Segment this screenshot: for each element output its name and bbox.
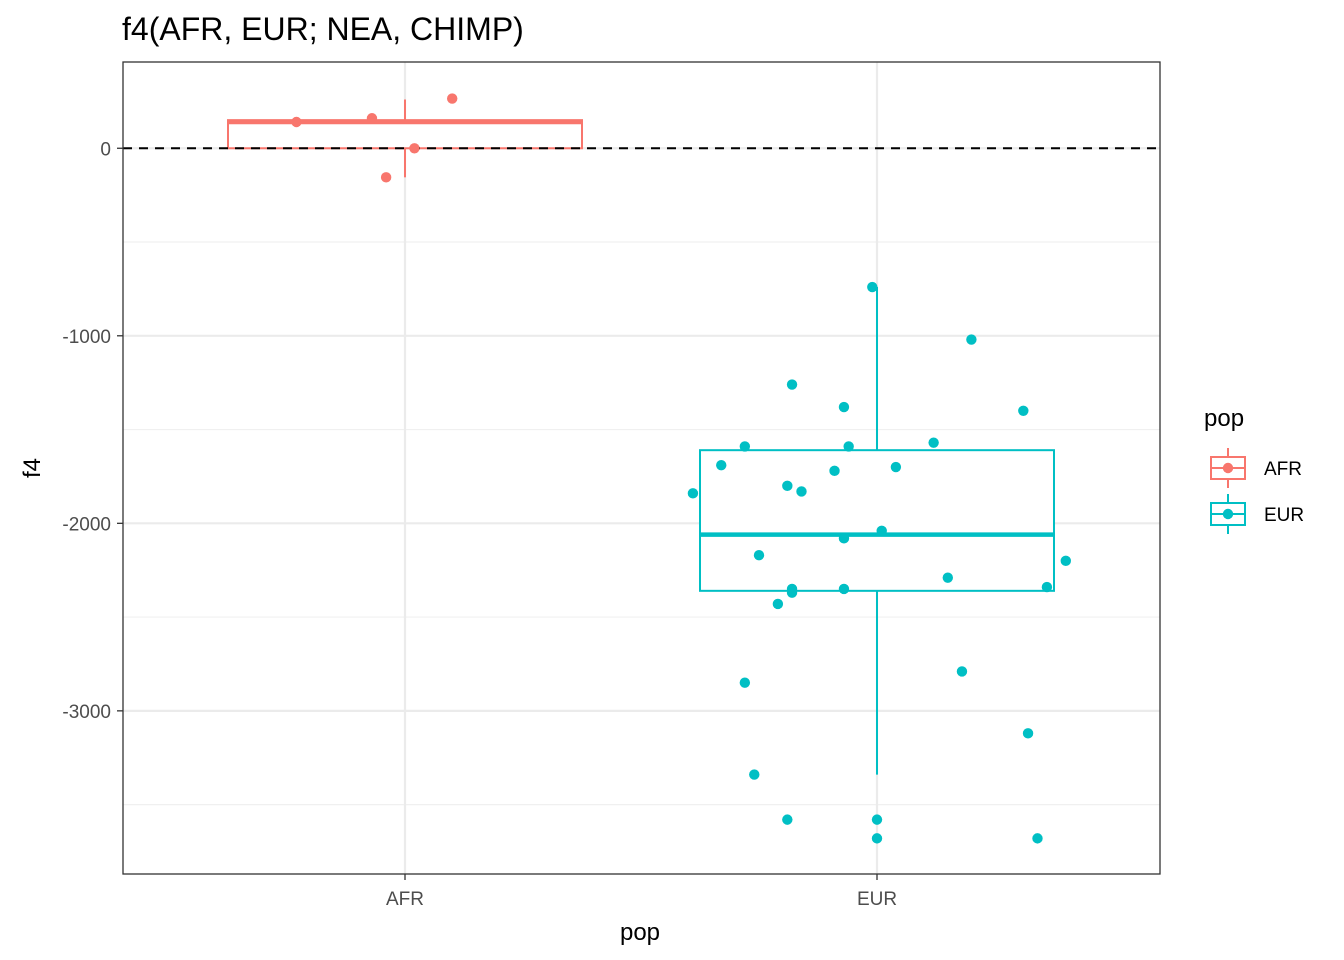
data-point-eur [786, 379, 798, 390]
y-axis: 0 -1000 -2000 -3000 [62, 139, 123, 723]
data-point-eur [843, 441, 854, 452]
data-point-eur [739, 441, 751, 452]
data-point-eur [838, 401, 850, 413]
panel-border [122, 61, 1161, 875]
data-point-afr [366, 113, 378, 124]
data-point-eur [796, 486, 807, 497]
data-point-eur [871, 814, 883, 825]
data-point-eur [1041, 581, 1053, 593]
data-point-eur [687, 488, 699, 499]
data-point-eur [876, 525, 887, 537]
y-tick-label: -1000 [62, 327, 111, 348]
data-point-eur [772, 598, 784, 610]
y-tick-label: -2000 [62, 514, 111, 535]
data-point-eur [753, 550, 765, 561]
legend-label-afr: AFR [1264, 459, 1302, 480]
legend-key-eur [1210, 494, 1246, 534]
data-point-eur [1060, 555, 1072, 567]
data-point-eur [1032, 833, 1043, 844]
data-point-eur [739, 677, 751, 688]
x-tick-label: AFR [386, 889, 424, 910]
legend-key-point [1222, 508, 1234, 520]
legend: pop AFR EUR [1204, 405, 1304, 534]
data-point-afr [447, 93, 458, 104]
data-point-eur [867, 281, 878, 293]
data-point-eur [838, 583, 850, 595]
data-point-eur [871, 833, 883, 844]
data-point-eur [782, 814, 793, 825]
data-point-afr [409, 143, 420, 154]
data-point-eur [1022, 728, 1034, 739]
data-point-eur [890, 461, 902, 473]
legend-key-afr [1210, 448, 1246, 488]
legend-label-eur: EUR [1264, 505, 1304, 526]
x-axis: AFR EUR [386, 874, 897, 910]
plot-panel [122, 61, 1161, 875]
x-axis-title: pop [620, 919, 660, 946]
box-afr [227, 99, 583, 178]
y-tick-label: -3000 [62, 702, 111, 723]
x-tick-label: EUR [857, 889, 897, 910]
box-iqr [227, 119, 583, 150]
y-tick-label: 0 [100, 139, 111, 160]
data-point-eur [942, 572, 953, 583]
data-point-eur [716, 459, 727, 471]
data-point-eur [928, 437, 939, 448]
data-point-eur [829, 465, 840, 477]
data-point-afr [291, 116, 302, 128]
data-point-afr [380, 172, 392, 183]
data-point-eur [786, 587, 798, 598]
legend-title: pop [1204, 405, 1244, 432]
data-point-eur [749, 769, 760, 780]
data-point-eur [966, 334, 977, 345]
box-iqr [699, 449, 1055, 592]
y-axis-title: f4 [19, 458, 46, 478]
chart-title: f4(AFR, EUR; NEA, CHIMP) [122, 11, 524, 47]
box-eur [699, 287, 1055, 775]
legend-key-point [1222, 462, 1234, 474]
data-point-eur [956, 666, 968, 677]
data-point-eur [1018, 405, 1029, 417]
data-point-eur [782, 480, 793, 492]
data-point-eur [838, 533, 850, 544]
